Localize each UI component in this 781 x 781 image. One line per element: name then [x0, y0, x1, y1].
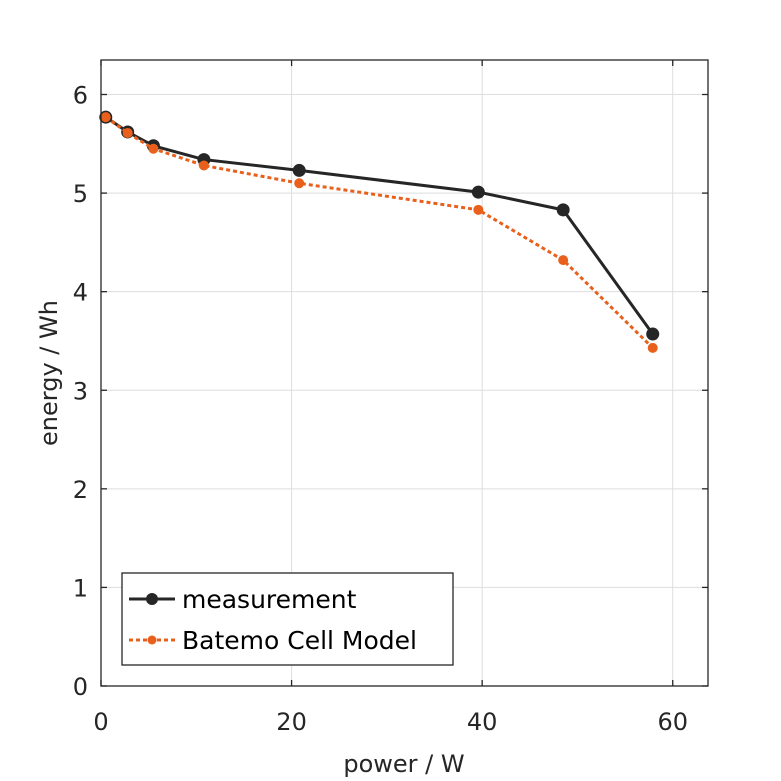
data-point — [292, 163, 306, 177]
x-tick-label: 0 — [93, 708, 108, 736]
legend-marker-measurement — [146, 593, 158, 605]
y-tick-label: 4 — [73, 279, 88, 307]
x-tick-labels: 0 20 40 60 — [93, 708, 688, 736]
series-batemo-cell-model — [100, 112, 658, 353]
x-axis-label: power / W — [343, 750, 464, 778]
data-point — [471, 185, 485, 199]
y-tick-labels: 0 1 2 3 4 5 6 — [73, 82, 88, 701]
y-tick-label: 2 — [73, 476, 88, 504]
data-point — [122, 127, 133, 138]
y-tick-label: 3 — [73, 377, 88, 405]
y-tick-label: 5 — [73, 180, 88, 208]
series-layer — [99, 110, 660, 353]
legend[interactable]: measurement Batemo Cell Model — [121, 572, 454, 666]
data-point — [198, 160, 209, 171]
x-tick-label: 20 — [276, 708, 307, 736]
series-line — [104, 115, 654, 349]
legend-box — [121, 572, 454, 666]
data-point — [148, 143, 159, 154]
legend-label-model: Batemo Cell Model — [182, 626, 417, 655]
data-point — [646, 327, 660, 341]
y-tick-label: 6 — [73, 82, 88, 110]
legend-label-measurement: measurement — [182, 585, 357, 614]
y-axis-label: energy / Wh — [35, 300, 63, 446]
data-point — [556, 203, 570, 217]
legend-marker-model — [147, 635, 157, 645]
x-tick-label: 60 — [657, 708, 688, 736]
grid — [100, 60, 708, 687]
data-point — [558, 255, 569, 266]
data-point — [294, 178, 305, 189]
y-tick-label: 0 — [73, 673, 88, 701]
data-point — [473, 204, 484, 215]
x-tick-label: 40 — [467, 708, 498, 736]
ticks — [100, 60, 708, 687]
data-point — [647, 342, 658, 353]
y-tick-label: 1 — [73, 574, 88, 602]
axes-box — [100, 59, 709, 687]
data-point — [100, 112, 111, 123]
